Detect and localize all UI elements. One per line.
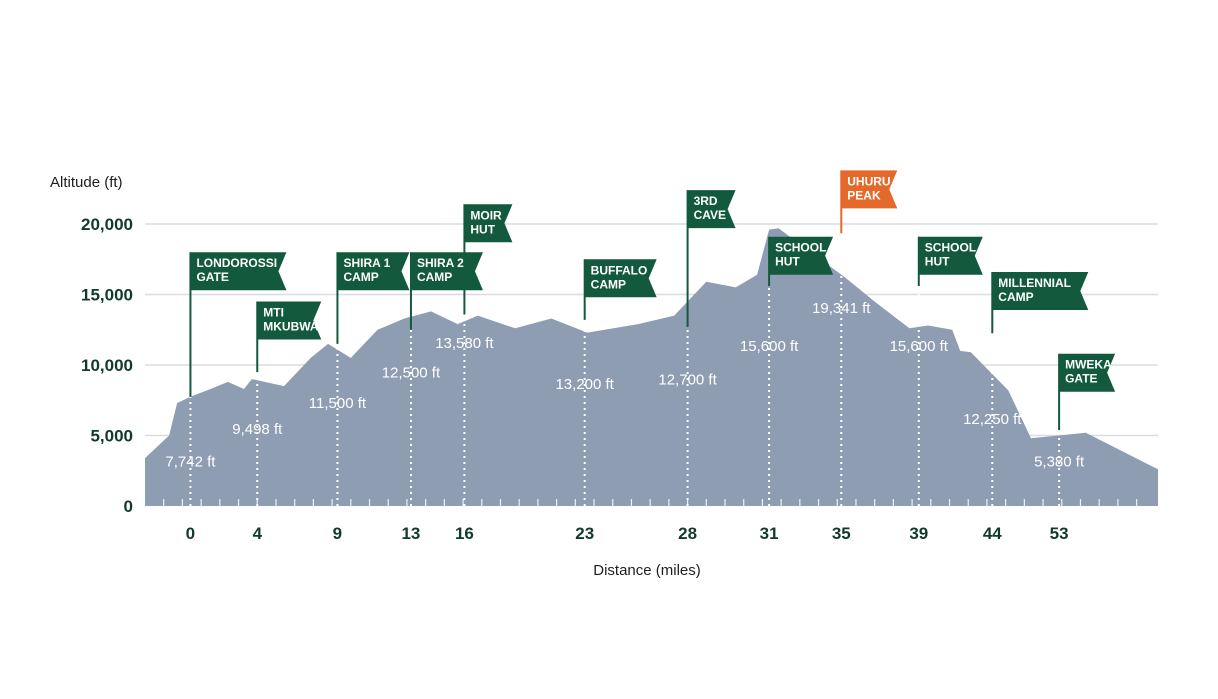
x-tick-label: 53	[1050, 524, 1069, 543]
flag-banner	[841, 170, 898, 209]
flag-banner	[464, 204, 513, 243]
x-tick-label: 28	[678, 524, 697, 543]
x-tick-label: 35	[832, 524, 851, 543]
x-tick-label: 31	[760, 524, 779, 543]
y-axis-ticks: 0 5,000 10,000 15,000 20,000	[81, 215, 133, 516]
x-tick-label: 4	[253, 524, 263, 543]
flag-label: BUFFALO	[591, 263, 648, 277]
flag-label: GATE	[1065, 372, 1097, 386]
x-axis-ticks: 0 4 9 13 16 23 28 31 35 39 44 53	[186, 524, 1069, 543]
flag-banner	[190, 252, 287, 291]
flag-label: GATE	[196, 270, 228, 284]
altitude-labels: 7,742 ft 9,498 ft 11,500 ft 12,500 ft 13,580…	[165, 300, 1085, 471]
flag-label: SCHOOL	[925, 241, 976, 255]
flag-label: HUT	[470, 222, 495, 236]
flag-label: CAVE	[694, 208, 726, 222]
flag-label: UHURU	[847, 174, 890, 188]
flag-label: 3RD	[694, 194, 718, 208]
x-tick-label: 39	[909, 524, 928, 543]
flag-label: CAMP	[591, 277, 626, 291]
flag-label: MOIR	[470, 208, 502, 222]
altitude-label: 12,250 ft	[963, 411, 1022, 428]
flag-label: SCHOOL	[775, 241, 826, 255]
y-axis-title: Altitude (ft)	[50, 174, 123, 191]
altitude-profile-area	[145, 228, 1158, 506]
x-tick-label: 44	[983, 524, 1002, 543]
flag-label: MILLENNIAL	[998, 276, 1071, 290]
flag-banner	[1059, 353, 1116, 392]
y-tick-label: 15,000	[81, 286, 133, 305]
flag-banner	[257, 301, 322, 340]
altitude-label: 7,742 ft	[165, 454, 216, 471]
y-tick-label: 5,000	[90, 427, 133, 446]
flag-banner	[769, 236, 834, 275]
flag-label: CAMP	[417, 270, 452, 284]
x-tick-label: 23	[575, 524, 594, 543]
flag-banner	[410, 252, 483, 291]
flag-banner	[584, 259, 657, 298]
x-tick-label: 13	[401, 524, 420, 543]
altitude-label: 11,500 ft	[309, 395, 367, 412]
altitude-label: 13,200 ft	[555, 376, 614, 393]
flag-banner	[992, 271, 1089, 310]
altitude-label: 5,380 ft	[1034, 454, 1085, 471]
altitude-label: 15,600 ft	[890, 338, 949, 355]
altitude-label: 13,580 ft	[435, 335, 494, 352]
flag-label: MWEKA	[1065, 358, 1112, 372]
flag-label: HUT	[925, 255, 950, 269]
y-tick-label: 10,000	[81, 356, 133, 375]
x-tick-label: 0	[186, 524, 195, 543]
flag-banner	[918, 236, 983, 275]
flag-label: HUT	[775, 255, 800, 269]
minor-ticks	[163, 499, 1138, 506]
y-tick-label: 0	[124, 497, 133, 516]
flag-label: PEAK	[847, 188, 881, 202]
flag-banner	[687, 190, 736, 229]
flag-label: LONDOROSSI	[196, 256, 277, 270]
flag-label: SHIRA 1	[343, 256, 390, 270]
flag-label: CAMP	[343, 270, 378, 284]
x-axis-title: Distance (miles)	[593, 562, 701, 579]
flag-label: CAMP	[998, 290, 1033, 304]
x-tick-label: 16	[455, 524, 474, 543]
altitude-label: 12,500 ft	[382, 365, 441, 382]
flag-label: MTI	[263, 306, 284, 320]
x-tick-label: 9	[333, 524, 342, 543]
y-tick-label: 20,000	[81, 215, 133, 234]
altitude-label: 19,341 ft	[812, 300, 871, 317]
altitude-label: 12,700 ft	[658, 372, 717, 389]
flag-label: SHIRA 2	[417, 256, 464, 270]
altitude-label: 15,600 ft	[740, 338, 799, 355]
flag-banner	[337, 252, 410, 291]
flag-label: MKUBWA	[263, 320, 319, 334]
altitude-label: 9,498 ft	[232, 421, 283, 438]
